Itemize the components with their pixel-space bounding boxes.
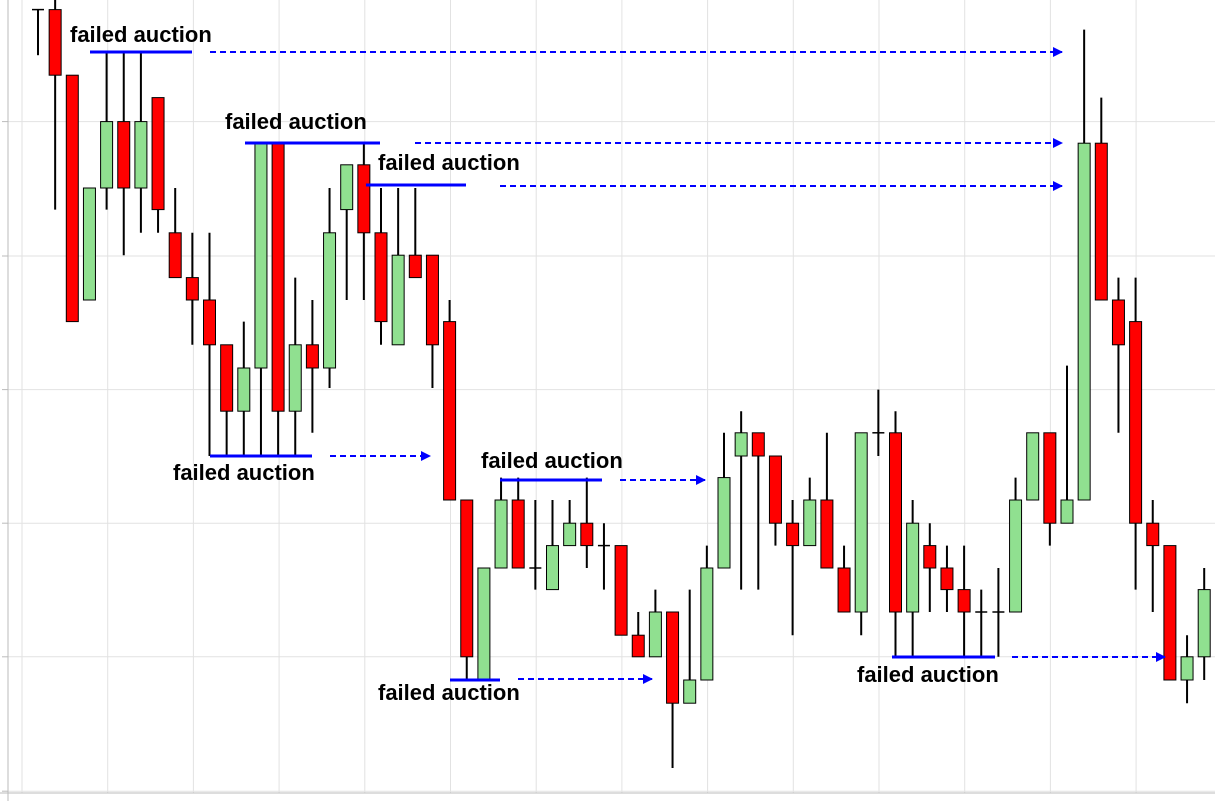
candle-body <box>1060 499 1074 524</box>
candle-body <box>65 74 79 323</box>
candle-body <box>340 164 354 211</box>
candles <box>32 0 1211 768</box>
annotation: failed auction <box>70 22 212 47</box>
candle-body <box>237 367 251 412</box>
candle-body <box>374 232 388 323</box>
annotations: failed auction failed auction failed auc… <box>70 22 1166 705</box>
candle-body <box>906 522 920 613</box>
candle-body <box>1077 142 1091 501</box>
candle-body <box>1026 432 1040 501</box>
candle-body <box>168 232 182 279</box>
candle-body <box>768 455 782 524</box>
candle-body <box>100 121 114 189</box>
candle-body <box>425 254 439 346</box>
candle-body <box>631 634 645 658</box>
annotation: failed auction <box>173 460 315 485</box>
annotation: failed auction <box>378 150 520 175</box>
candle-body <box>494 499 508 569</box>
candle-body <box>837 567 851 613</box>
candle-body <box>1111 299 1125 346</box>
candle-body <box>683 679 697 704</box>
candle-body <box>648 611 662 658</box>
candle-body <box>923 545 937 569</box>
candle-body <box>717 477 731 569</box>
candle-body <box>460 499 474 658</box>
candle-body <box>854 432 868 613</box>
candle-body <box>1009 499 1023 613</box>
candle-body <box>1197 589 1211 658</box>
candle-body <box>1163 545 1177 681</box>
candle-body <box>288 344 302 412</box>
annotation: failed auction <box>857 662 999 687</box>
candle-body <box>1146 522 1160 547</box>
annotation: failed auction <box>481 448 623 473</box>
candle-body <box>151 97 165 211</box>
candle-body <box>563 522 577 547</box>
candle-body <box>1180 656 1194 681</box>
candle-body <box>48 9 62 76</box>
candle-body <box>271 142 285 412</box>
candle-body <box>82 187 96 301</box>
candle-body <box>786 522 800 547</box>
candle-body <box>751 432 765 457</box>
candle-body <box>940 567 954 591</box>
candle-body <box>117 121 131 189</box>
candle-body <box>323 232 337 369</box>
candle-body <box>889 432 902 613</box>
annotation: failed auction <box>225 109 367 134</box>
candle-body <box>546 545 559 591</box>
candle-body <box>803 499 817 547</box>
candle-body <box>957 589 971 613</box>
candle-body <box>1043 432 1057 524</box>
candle-body <box>391 254 405 346</box>
candle-body <box>580 522 594 547</box>
candle-body <box>443 321 457 501</box>
candle-body <box>254 142 268 369</box>
candle-body <box>700 567 714 681</box>
candle-body <box>408 254 422 279</box>
candle-body <box>666 611 680 704</box>
candle-body <box>134 121 148 189</box>
candle-body <box>477 567 491 681</box>
candle-body <box>1094 142 1108 301</box>
candle-body <box>614 545 628 636</box>
candle-body <box>220 344 234 412</box>
candle-body <box>203 299 216 346</box>
candle-body <box>820 499 834 569</box>
candle-body <box>305 344 319 369</box>
candle-body <box>357 164 371 234</box>
candle-body <box>1129 321 1143 524</box>
candle-body <box>511 499 525 569</box>
annotation: failed auction <box>378 680 520 705</box>
candle-body <box>734 432 748 457</box>
candle-body <box>185 277 199 301</box>
